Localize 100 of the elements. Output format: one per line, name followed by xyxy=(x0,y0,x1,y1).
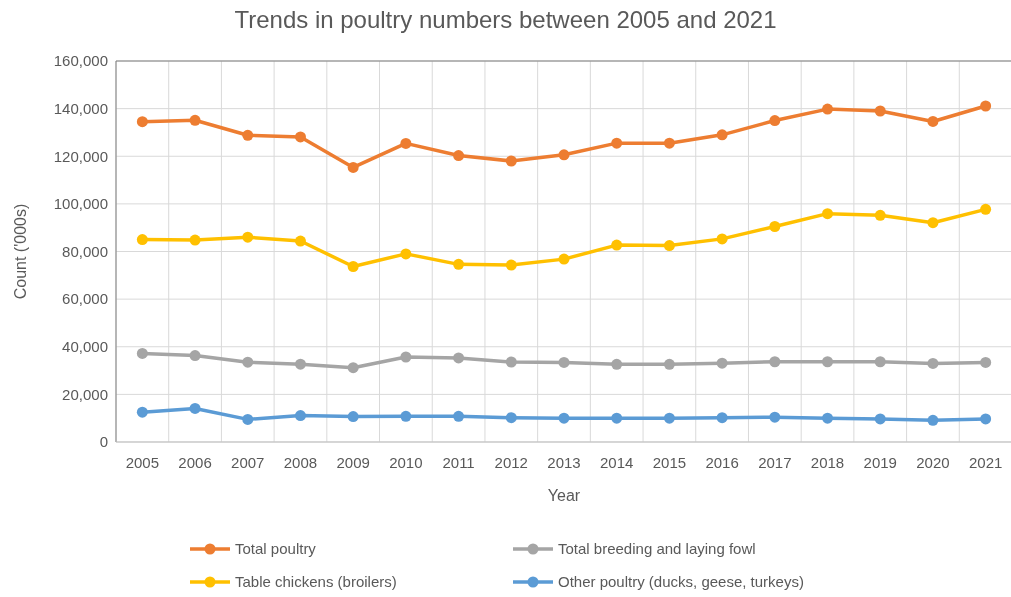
point xyxy=(663,358,675,370)
point xyxy=(769,115,781,127)
point xyxy=(769,411,781,423)
point xyxy=(980,356,992,368)
point xyxy=(822,356,834,368)
point xyxy=(927,115,939,127)
y-tick-label: 100,000 xyxy=(53,195,108,213)
x-tick-label: 2019 xyxy=(863,454,897,471)
point xyxy=(505,356,517,368)
point xyxy=(294,358,306,370)
y-tick-label: 120,000 xyxy=(53,147,108,165)
point xyxy=(980,100,992,112)
point xyxy=(505,412,517,424)
x-tick-label: 2013 xyxy=(547,454,581,471)
point xyxy=(716,129,728,141)
y-tick-label: 140,000 xyxy=(53,99,108,117)
point xyxy=(874,209,886,221)
point xyxy=(716,357,728,369)
point xyxy=(189,350,201,362)
point xyxy=(242,129,254,141)
legend-label: Table chickens (broilers) xyxy=(235,573,397,591)
x-tick-label: 2015 xyxy=(652,454,687,471)
point xyxy=(242,413,254,425)
y-axis-title: Count ('000s) xyxy=(12,203,29,300)
x-tick-label: 2011 xyxy=(442,454,475,471)
point xyxy=(663,240,675,252)
point xyxy=(874,105,886,117)
x-tick-label: 2018 xyxy=(810,454,845,471)
point xyxy=(558,149,570,161)
x-tick-label: 2012 xyxy=(494,454,528,471)
point xyxy=(347,161,359,173)
point xyxy=(136,234,148,246)
point xyxy=(980,203,992,215)
point xyxy=(136,347,148,359)
point xyxy=(189,114,201,126)
point xyxy=(453,258,465,270)
legend-label: Total breeding and laying fowl xyxy=(558,540,756,558)
point xyxy=(189,234,201,246)
y-tick-label: 0 xyxy=(99,433,108,451)
point xyxy=(294,131,306,143)
point xyxy=(611,358,623,370)
x-tick-label: 2006 xyxy=(178,454,212,471)
point xyxy=(400,351,412,363)
point xyxy=(453,410,465,422)
x-tick-label: 2010 xyxy=(389,454,423,471)
point xyxy=(242,231,254,243)
point xyxy=(611,412,623,424)
point xyxy=(189,402,201,414)
y-tick-label: 80,000 xyxy=(62,242,108,260)
point xyxy=(822,103,834,115)
x-tick-label: 2005 xyxy=(125,454,160,471)
point xyxy=(294,410,306,422)
point xyxy=(400,410,412,422)
x-axis-title: Year xyxy=(547,487,581,504)
legend-label: Other poultry (ducks, geese, turkeys) xyxy=(558,573,804,591)
point xyxy=(558,253,570,265)
point xyxy=(663,137,675,149)
point xyxy=(453,150,465,162)
point xyxy=(822,208,834,220)
point xyxy=(663,412,675,424)
point xyxy=(505,259,517,271)
point xyxy=(242,356,254,368)
point xyxy=(611,137,623,149)
x-tick-label: 2009 xyxy=(336,454,370,471)
point xyxy=(400,137,412,149)
point xyxy=(558,356,570,368)
x-tick-label: 2014 xyxy=(600,454,634,471)
point xyxy=(611,239,623,251)
x-tick-label: 2008 xyxy=(283,454,318,471)
legend-label: Total poultry xyxy=(235,540,317,558)
point xyxy=(927,414,939,426)
point xyxy=(769,356,781,368)
point xyxy=(294,235,306,247)
point xyxy=(347,411,359,423)
point xyxy=(716,233,728,245)
point xyxy=(874,413,886,425)
point xyxy=(453,352,465,364)
point xyxy=(505,155,517,167)
y-tick-label: 20,000 xyxy=(62,385,108,403)
point xyxy=(822,412,834,424)
point xyxy=(980,413,992,425)
point xyxy=(874,356,886,368)
point xyxy=(136,116,148,128)
y-tick-label: 60,000 xyxy=(62,290,108,308)
y-tick-label: 40,000 xyxy=(62,338,108,355)
point xyxy=(347,362,359,374)
x-tick-label: 2020 xyxy=(916,454,950,471)
chart-title: Trends in poultry numbers between 2005 and 2021 xyxy=(234,6,777,33)
point xyxy=(558,412,570,424)
x-tick-label: 2007 xyxy=(231,454,265,471)
point xyxy=(347,261,359,272)
x-tick-label: 2017 xyxy=(758,454,792,471)
x-tick-label: 2021 xyxy=(968,454,1003,471)
point xyxy=(716,412,728,424)
point xyxy=(927,357,939,369)
point xyxy=(927,217,939,229)
point xyxy=(400,248,412,260)
point xyxy=(136,406,148,418)
y-tick-label: 160,000 xyxy=(53,52,108,70)
x-tick-label: 2016 xyxy=(705,454,739,471)
